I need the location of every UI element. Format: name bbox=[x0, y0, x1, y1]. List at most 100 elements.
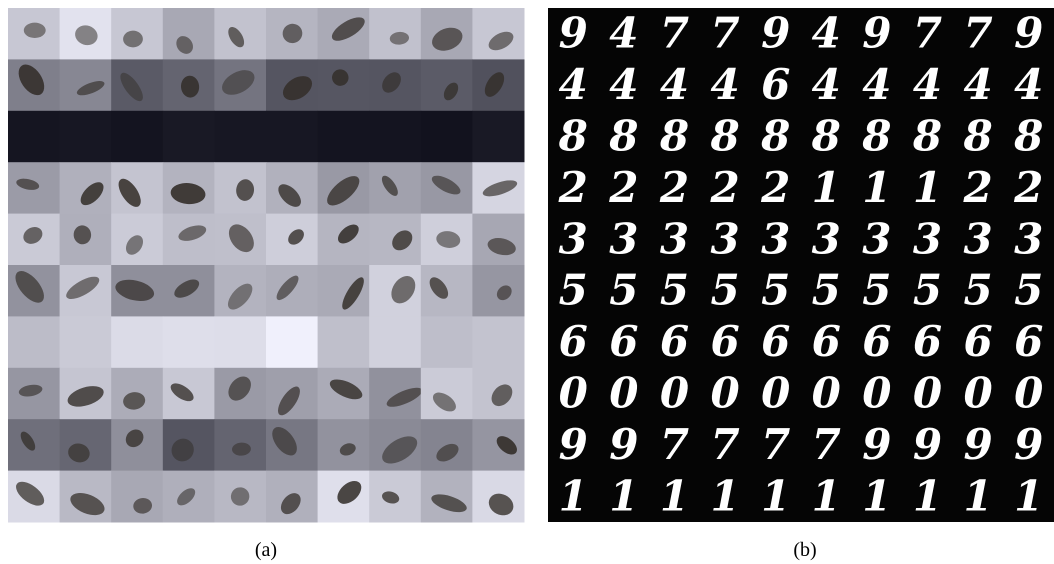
digit: 0 bbox=[710, 369, 739, 418]
digit: 3 bbox=[913, 214, 942, 263]
image-patch bbox=[111, 111, 163, 163]
image-patch bbox=[214, 111, 266, 163]
digit: 7 bbox=[963, 9, 992, 58]
digit: 0 bbox=[963, 369, 992, 418]
image-patch bbox=[472, 316, 524, 368]
digit: 8 bbox=[760, 112, 790, 161]
image-patch bbox=[318, 316, 370, 368]
digit: 7 bbox=[660, 420, 689, 469]
digit: 7 bbox=[660, 9, 689, 58]
digit: 9 bbox=[862, 9, 891, 58]
digit: 8 bbox=[1013, 112, 1043, 161]
digit: 2 bbox=[659, 163, 689, 212]
image-patch bbox=[163, 316, 215, 368]
digit: 2 bbox=[558, 163, 588, 212]
digit: 3 bbox=[812, 214, 841, 263]
digit: 5 bbox=[761, 266, 790, 315]
digit: 2 bbox=[608, 163, 638, 212]
digit: 8 bbox=[709, 112, 739, 161]
image-patch bbox=[60, 316, 112, 368]
digit: 2 bbox=[760, 163, 790, 212]
digit: 9 bbox=[559, 9, 588, 58]
digit: 5 bbox=[862, 266, 891, 315]
digit: 4 bbox=[660, 60, 689, 109]
digit: 4 bbox=[963, 60, 992, 109]
digit: 4 bbox=[609, 9, 638, 58]
digit: 0 bbox=[812, 369, 841, 418]
digit: 1 bbox=[812, 163, 841, 212]
digit: 3 bbox=[1014, 214, 1043, 263]
image-patch bbox=[421, 111, 473, 163]
caption-a: (a) bbox=[255, 539, 277, 561]
digit: 5 bbox=[812, 266, 841, 315]
digit: 6 bbox=[1014, 317, 1043, 366]
digit: 7 bbox=[812, 420, 841, 469]
digit: 6 bbox=[913, 317, 942, 366]
digit: 4 bbox=[710, 60, 739, 109]
digit: 4 bbox=[1014, 60, 1043, 109]
digit: 9 bbox=[862, 420, 891, 469]
digit: 8 bbox=[861, 112, 891, 161]
digit: 4 bbox=[559, 60, 588, 109]
digit: 6 bbox=[761, 317, 790, 366]
digit: 1 bbox=[862, 471, 891, 520]
digit: 1 bbox=[913, 471, 942, 520]
digit: 0 bbox=[559, 369, 588, 418]
digit: 6 bbox=[609, 317, 638, 366]
digit: 6 bbox=[963, 317, 992, 366]
digit: 6 bbox=[559, 317, 588, 366]
digit: 9 bbox=[913, 420, 942, 469]
digit: 0 bbox=[1014, 369, 1043, 418]
image-patch bbox=[266, 316, 318, 368]
digit: 1 bbox=[761, 471, 790, 520]
digit: 6 bbox=[761, 60, 790, 109]
digit: 3 bbox=[963, 214, 992, 263]
digit: 1 bbox=[559, 471, 588, 520]
digit: 3 bbox=[660, 214, 689, 263]
image-patch bbox=[318, 111, 370, 163]
image-patch bbox=[8, 111, 60, 163]
image-patch bbox=[163, 111, 215, 163]
digit: 6 bbox=[862, 317, 891, 366]
image-patch bbox=[60, 162, 112, 214]
digit: 4 bbox=[812, 9, 841, 58]
image-patch bbox=[214, 316, 266, 368]
digit: 9 bbox=[963, 420, 992, 469]
page: 9477949779444464444488888888882222211122… bbox=[0, 0, 1054, 564]
digit: 3 bbox=[761, 214, 790, 263]
image-patch bbox=[60, 111, 112, 163]
digit: 4 bbox=[812, 60, 841, 109]
digit: 1 bbox=[862, 163, 891, 212]
digit: 8 bbox=[811, 112, 841, 161]
digit: 9 bbox=[1014, 9, 1043, 58]
digit: 1 bbox=[609, 471, 638, 520]
digit: 0 bbox=[913, 369, 942, 418]
digit: 0 bbox=[761, 369, 790, 418]
digit: 5 bbox=[710, 266, 739, 315]
digit: 9 bbox=[609, 420, 638, 469]
digit: 5 bbox=[913, 266, 942, 315]
image-patch bbox=[318, 59, 370, 111]
digit: 2 bbox=[709, 163, 739, 212]
digit: 6 bbox=[660, 317, 689, 366]
image-patch bbox=[369, 111, 421, 163]
digit: 5 bbox=[1014, 266, 1043, 315]
image-patch bbox=[60, 419, 112, 471]
digit: 6 bbox=[812, 317, 841, 366]
image-patch bbox=[421, 368, 473, 420]
digit: 6 bbox=[710, 317, 739, 366]
digit: 1 bbox=[1014, 471, 1043, 520]
caption-b: (b) bbox=[793, 539, 816, 561]
digit: 8 bbox=[659, 112, 689, 161]
digit: 5 bbox=[559, 266, 588, 315]
digit: 2 bbox=[962, 163, 992, 212]
panel-a bbox=[8, 8, 525, 523]
digit: 4 bbox=[609, 60, 638, 109]
digit: 1 bbox=[963, 471, 992, 520]
digit: 8 bbox=[608, 112, 638, 161]
image-patch bbox=[111, 471, 163, 523]
image-patch bbox=[266, 111, 318, 163]
digit: 5 bbox=[963, 266, 992, 315]
digit: 8 bbox=[962, 112, 992, 161]
digit: 0 bbox=[609, 369, 638, 418]
